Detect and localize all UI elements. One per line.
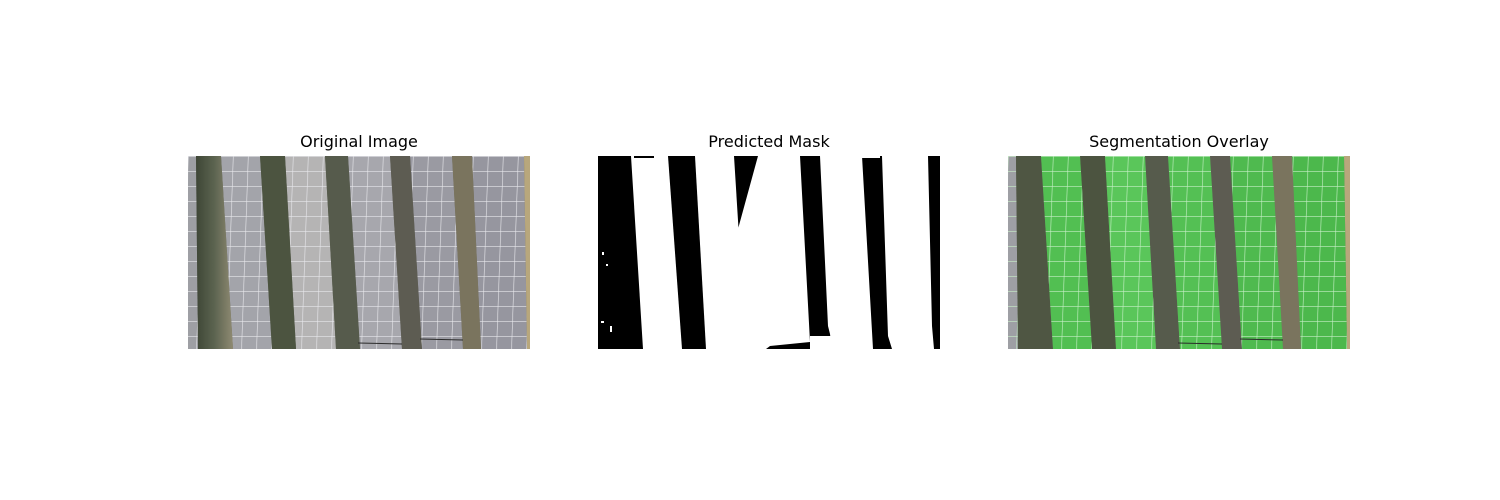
original-image <box>188 156 530 349</box>
panel-title-original: Original Image <box>300 132 418 151</box>
panel-title-mask: Predicted Mask <box>708 132 830 151</box>
panel-overlay: Segmentation Overlay <box>1008 0 1350 500</box>
segmentation-overlay-image <box>1008 156 1350 349</box>
panel-mask: Predicted Mask <box>598 0 940 500</box>
panel-original: Original Image <box>188 0 530 500</box>
panel-title-overlay: Segmentation Overlay <box>1089 132 1269 151</box>
predicted-mask-image <box>598 156 940 349</box>
